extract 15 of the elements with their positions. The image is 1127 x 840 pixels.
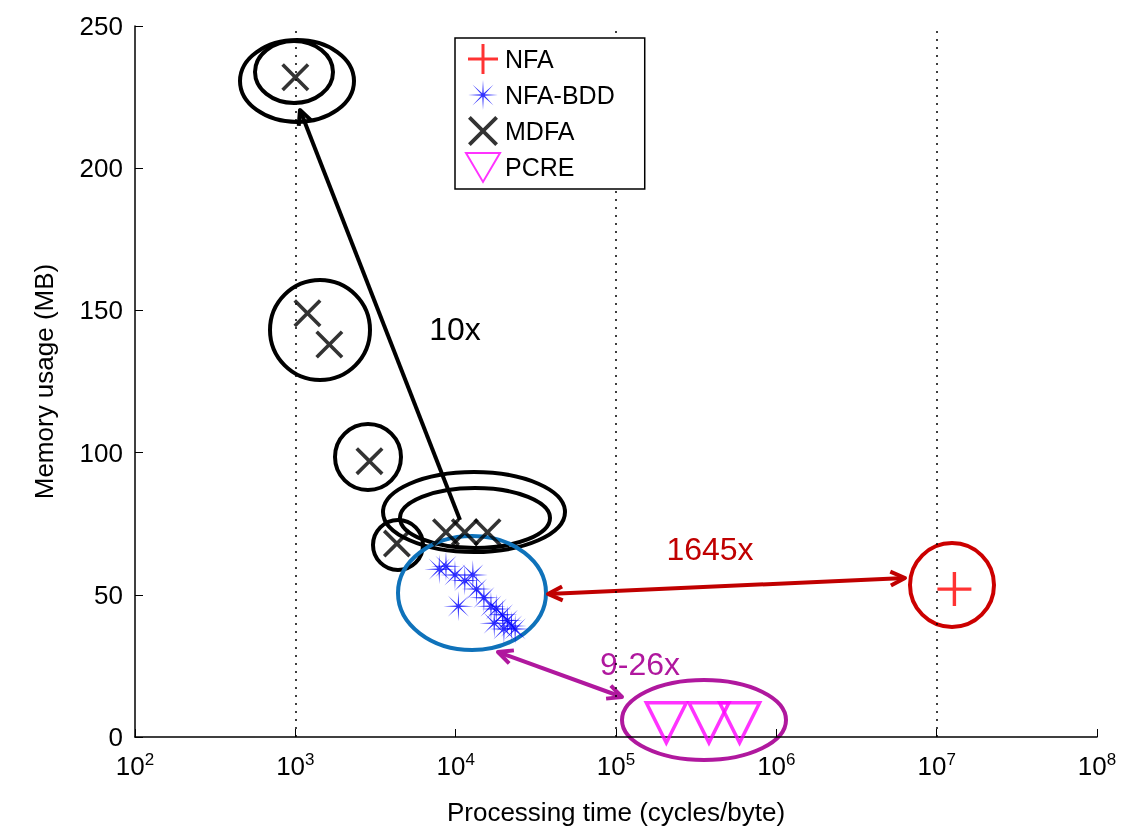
y-tick-label: 0: [108, 722, 123, 752]
annotation: 10x: [429, 311, 481, 347]
x-axis-title: Processing time (cycles/byte): [446, 797, 786, 827]
legend-label: NFA: [505, 45, 554, 73]
legend-label: MDFA: [505, 117, 575, 145]
y-axis-title: Memory usage (MB): [29, 263, 59, 500]
y-tick-label: 50: [94, 579, 123, 610]
legend-label: NFA-BDD: [505, 81, 615, 109]
y-tick-label: 200: [79, 153, 123, 184]
y-tick-label: 150: [79, 295, 123, 326]
legend-label: PCRE: [505, 153, 575, 182]
annotation: 1645x: [666, 531, 754, 567]
y-tick-label: 250: [79, 11, 123, 41]
y-tick-label: 100: [79, 437, 123, 468]
annotation: 9-26x: [599, 646, 681, 682]
